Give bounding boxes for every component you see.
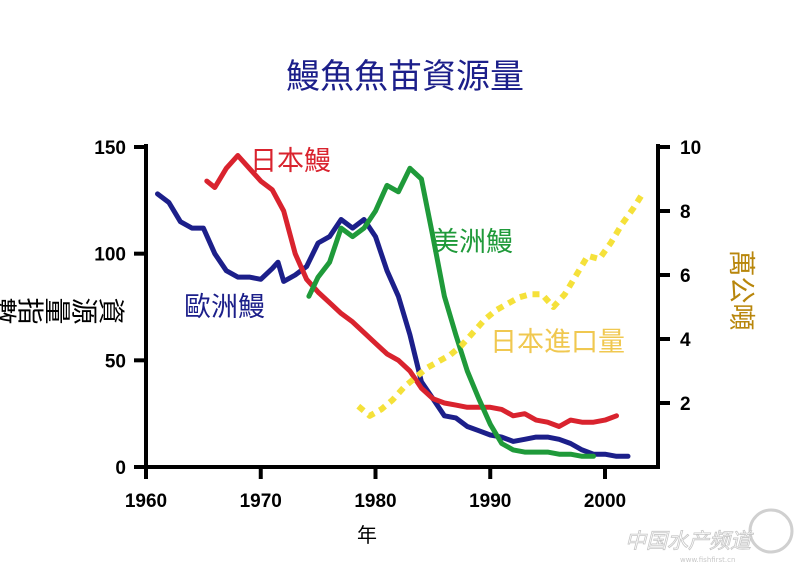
- y2-tick-label: 4: [680, 330, 691, 351]
- y2-tick-label: 2: [680, 394, 691, 415]
- y2-tick-label: 8: [680, 202, 691, 223]
- series-line-1: [204, 153, 619, 429]
- watermark: 中国水产频道 www.fishfirst.cn: [625, 508, 794, 564]
- x-tick-label: 1960: [125, 491, 167, 512]
- x-tick-label: 2000: [584, 491, 626, 512]
- globe-icon: [748, 508, 794, 554]
- y2-tick-label: 10: [680, 138, 701, 159]
- y-tick-label: 0: [115, 458, 126, 479]
- watermark-url: www.fishfirst.cn: [680, 556, 735, 564]
- chart-title: 鰻魚魚苗資源量: [286, 57, 524, 97]
- series-line-2: [306, 165, 596, 459]
- legend-label-american: 美洲鰻: [432, 227, 513, 258]
- y-tick-label: 100: [94, 245, 126, 266]
- legend-label-japanese: 日本鰻: [250, 146, 331, 177]
- y-tick-label: 50: [105, 351, 126, 372]
- legend-label-import: 日本進口量: [490, 327, 625, 358]
- y-tick-label: 150: [94, 138, 126, 159]
- y2-tick-label: 6: [680, 266, 691, 287]
- x-axis-label: 年: [357, 523, 377, 547]
- y-axis-label: 資源量指數: [0, 293, 126, 325]
- y2-axis-label: 萬公噸: [725, 250, 756, 331]
- legend-label-european: 歐洲鰻: [184, 292, 265, 323]
- watermark-text: 中国水产频道: [625, 529, 754, 553]
- x-tick-label: 1980: [354, 491, 396, 512]
- x-tick-label: 1970: [240, 491, 282, 512]
- series-line-0: [155, 191, 631, 459]
- series-line-3: [356, 193, 645, 419]
- x-tick-label: 1990: [469, 491, 511, 512]
